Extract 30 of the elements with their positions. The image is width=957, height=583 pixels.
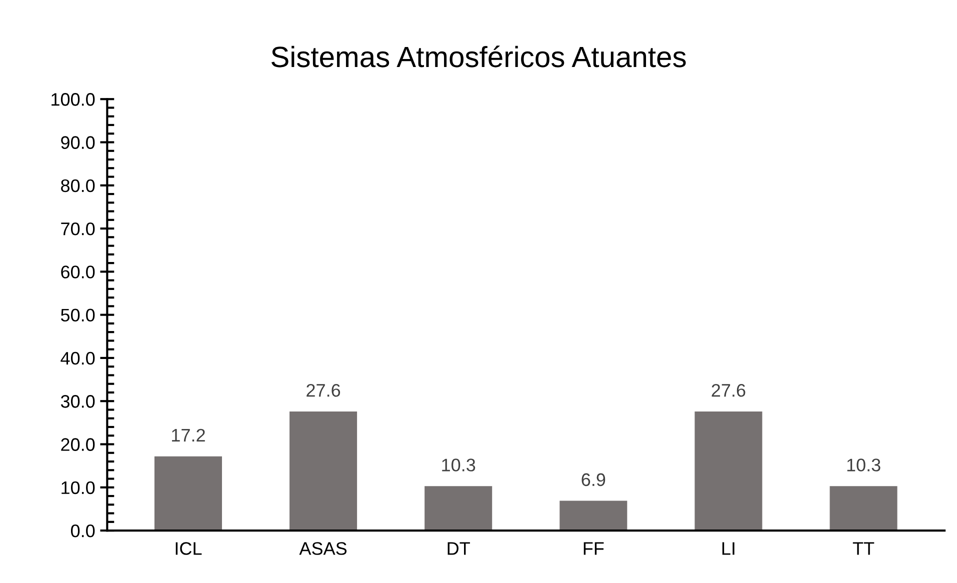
chart-title: Sistemas Atmosféricos Atuantes [272, 46, 686, 68]
y-tick-label: 40.0 [60, 352, 95, 365]
y-tick-label: 60.0 [61, 266, 95, 278]
y-tick-label: 30.0 [60, 395, 95, 408]
x-tick-label: DT [448, 542, 470, 555]
data-label: 17.2 [172, 428, 205, 442]
bar [830, 486, 898, 531]
data-label: 10.3 [847, 458, 880, 472]
data-label: 10.3 [442, 458, 476, 472]
y-tick-label: 50.0 [60, 308, 95, 322]
y-tick-label: 100.0 [52, 93, 95, 106]
y-tick-label: 80.0 [61, 179, 95, 192]
data-label: 27.6 [712, 384, 746, 397]
data-label: 27.6 [306, 384, 340, 397]
bar [154, 456, 222, 531]
bar [560, 500, 628, 531]
bar [290, 411, 358, 531]
y-tick-label: 70.0 [61, 222, 95, 236]
x-tick-label: ASAS [299, 542, 347, 555]
x-tick-label: FF [584, 542, 604, 555]
x-tick-label: LI [722, 542, 734, 555]
bar [424, 486, 492, 531]
y-tick-label: 90.0 [61, 136, 95, 149]
data-label: 6.9 [582, 473, 606, 486]
y-tick-label: 20.0 [61, 438, 95, 451]
x-tick-label: TT [852, 542, 874, 555]
y-tick-label: 10.0 [62, 481, 95, 494]
x-tick-label: ICL [176, 542, 202, 555]
bar [694, 411, 762, 531]
y-tick-label: 0.0 [70, 524, 95, 538]
